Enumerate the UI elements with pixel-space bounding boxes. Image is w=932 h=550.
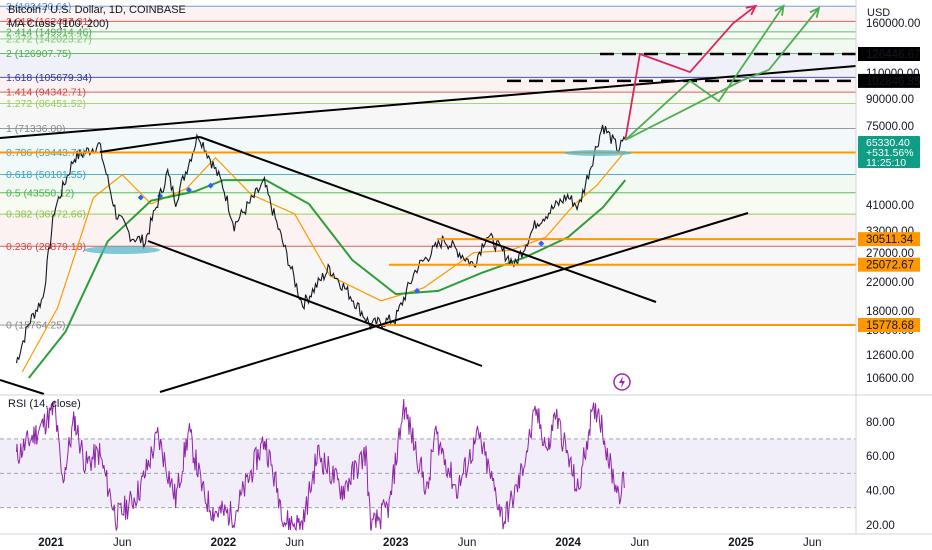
fib-level-label: 0.382 (36972.66) bbox=[6, 209, 86, 221]
fib-band bbox=[0, 21, 856, 32]
fib-level-label: 1.272 (86451.52) bbox=[6, 98, 86, 110]
projection-path bbox=[624, 5, 757, 141]
price-tag-bg bbox=[858, 257, 920, 272]
chart-title: Bitcoin / U.S. Dollar, 1D, COINBASE bbox=[8, 4, 186, 16]
projection-arrowhead bbox=[745, 4, 758, 16]
fib-band bbox=[0, 31, 856, 39]
price-tag-bg bbox=[858, 232, 920, 247]
price-axis-tick: 27000.00 bbox=[866, 248, 914, 260]
time-axis-tick: Jun bbox=[631, 537, 650, 549]
price-axis-tick: 10600.00 bbox=[866, 373, 914, 385]
fib-level-label: 1.414 (94342.71) bbox=[6, 87, 86, 99]
rsi-axis-tick: 20.00 bbox=[866, 520, 895, 532]
ma-cross-marker bbox=[538, 240, 545, 247]
time-axis-tick: 2025 bbox=[728, 537, 754, 549]
fib-level-label: 2.272 (142023.27) bbox=[6, 33, 92, 45]
price-axis-tick: 90000.00 bbox=[866, 94, 914, 106]
replay-icon[interactable] bbox=[613, 373, 631, 391]
price-axis-tick: 22000.00 bbox=[866, 277, 914, 289]
time-axis-tick: 2024 bbox=[555, 537, 581, 549]
moving-averages bbox=[21, 150, 627, 379]
currency-label: USD bbox=[867, 7, 890, 19]
indicator-label: MA Cross (100, 200) bbox=[8, 18, 109, 30]
price-axis-tick: 18000.00 bbox=[866, 306, 914, 318]
fib-band bbox=[0, 92, 856, 104]
fib-level-label: 2 (126907.75) bbox=[6, 48, 71, 60]
fib-band bbox=[0, 77, 856, 93]
rsi-panel bbox=[0, 394, 932, 532]
trend-line bbox=[199, 136, 657, 303]
fib-level-label: 0.618 (50101.55) bbox=[6, 169, 86, 181]
time-axis-tick: Jun bbox=[803, 537, 822, 549]
fib-band bbox=[0, 192, 856, 215]
fib-level-label: 0.5 (43550.12) bbox=[6, 187, 74, 199]
rsi-axis-tick: 60.00 bbox=[866, 451, 895, 463]
highlight-zone bbox=[564, 150, 632, 156]
trend-line bbox=[147, 240, 483, 367]
rsi-line bbox=[16, 398, 625, 532]
price-tag-bg bbox=[858, 73, 920, 88]
trend-line bbox=[0, 65, 857, 139]
time-axis-tick: Jun bbox=[113, 537, 132, 549]
projection-arrowhead bbox=[809, 6, 821, 18]
fib-band bbox=[0, 38, 856, 54]
time-axis-tick: 2021 bbox=[38, 537, 64, 549]
price-tag-bg bbox=[858, 46, 920, 61]
current-price-value: 65330.40 bbox=[866, 137, 910, 149]
fib-band bbox=[0, 174, 856, 193]
rsi-axis-tick: 40.00 bbox=[866, 485, 895, 497]
price-line bbox=[15, 124, 626, 364]
projection-arrowhead bbox=[774, 4, 785, 16]
fib-level-label: 0 (15764.25) bbox=[6, 320, 66, 332]
time-axis-tick: 2022 bbox=[211, 537, 237, 549]
projection-arrows bbox=[624, 4, 821, 141]
ma-100-line bbox=[21, 150, 626, 373]
fib-level-label: 2.618 (162487.31) bbox=[6, 16, 92, 28]
fib-band bbox=[0, 246, 856, 326]
bar-countdown: 11:25:10 bbox=[866, 157, 906, 169]
fib-level-label: 2.414 (149914.46) bbox=[6, 26, 92, 38]
price-series bbox=[15, 124, 626, 364]
price-axis-tick: 41000.00 bbox=[866, 200, 914, 212]
ma-cross-marker bbox=[185, 186, 192, 193]
fib-level-label: 1.618 (105679.34) bbox=[6, 72, 92, 84]
price-tag-bg bbox=[858, 317, 920, 332]
time-axis-tick: 2023 bbox=[383, 537, 409, 549]
ma-200-line bbox=[28, 179, 627, 379]
ma-cross-marker bbox=[137, 194, 144, 201]
rsi-axis-tick: 80.00 bbox=[866, 417, 895, 429]
price-axis-tick: 160000.00 bbox=[866, 18, 920, 30]
time-axis-tick: Jun bbox=[458, 537, 477, 549]
fibonacci-retracement: 3 (182420.61) 2.618 (162487.31)2.414 (149… bbox=[0, 1, 856, 332]
projection-path bbox=[624, 7, 820, 141]
ma-cross-marker bbox=[414, 287, 421, 294]
fib-band bbox=[0, 128, 856, 153]
projection-path bbox=[624, 5, 785, 141]
current-price-change: +531.56% bbox=[866, 147, 914, 159]
current-price-label: 65330.40 +531.56% 11:25:10 bbox=[858, 136, 920, 169]
trendline-drawings bbox=[0, 52, 857, 395]
price-axis-tick: 75000.00 bbox=[866, 121, 914, 133]
price-tag-label: 102846.85 bbox=[866, 76, 920, 88]
price-tag-label: 25072.67 bbox=[866, 260, 914, 272]
fib-band bbox=[0, 103, 856, 129]
time-axis-tick: Jun bbox=[285, 537, 304, 549]
rsi-label: RSI (14, close) bbox=[8, 398, 81, 410]
fib-band bbox=[0, 152, 856, 175]
highlight-zone bbox=[84, 246, 160, 254]
trend-line bbox=[159, 212, 749, 393]
trend-line bbox=[0, 379, 45, 395]
fib-level-label: 0.236 (28879.18) bbox=[6, 241, 86, 253]
ma-cross-marker bbox=[207, 182, 214, 189]
price-axis-tick: 12600.00 bbox=[866, 350, 914, 362]
price-tag-label: 126446.67 bbox=[866, 49, 920, 61]
fib-band bbox=[0, 6, 856, 22]
price-tag-label: 30511.34 bbox=[866, 234, 914, 246]
fib-level-label: 3 (182420.61) bbox=[6, 1, 71, 13]
fib-band bbox=[0, 53, 856, 78]
price-tag-label: 15778.68 bbox=[866, 320, 914, 332]
trend-line bbox=[99, 136, 201, 153]
fib-level-label: 1 (71336.00) bbox=[6, 123, 66, 135]
